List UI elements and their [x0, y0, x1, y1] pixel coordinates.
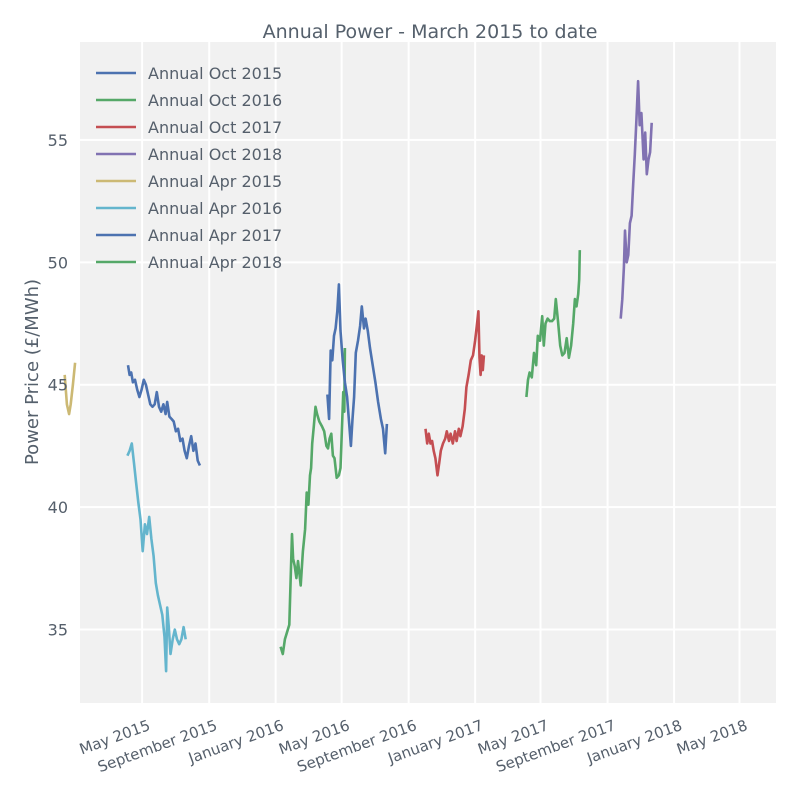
- legend-label: Annual Apr 2016: [148, 199, 282, 218]
- series-line-2: [279, 347, 347, 656]
- series-line-1: [126, 364, 202, 467]
- legend-label: Annual Oct 2016: [148, 91, 282, 110]
- grid-lines: [80, 42, 776, 703]
- series-lines: [63, 79, 653, 673]
- legend-label: Annual Apr 2018: [148, 253, 282, 272]
- x-tick-label: May 2018: [674, 716, 750, 758]
- y-tick-label: 50: [48, 253, 68, 272]
- legend: Annual Oct 2015 Annual Oct 2016 Annual Oct…: [96, 64, 282, 272]
- series-line-3: [424, 310, 486, 477]
- legend-label: Annual Apr 2015: [148, 172, 282, 191]
- y-axis-label: Power Price (£/MWh): [22, 279, 43, 465]
- y-tick-label: 45: [48, 376, 68, 395]
- y-tick-labels: 35 40 45 50 55: [48, 131, 68, 640]
- series-line-5: [63, 362, 77, 416]
- y-tick-label: 55: [48, 131, 68, 150]
- chart-title: Annual Power - March 2015 to date: [263, 21, 598, 43]
- y-tick-label: 40: [48, 498, 68, 517]
- legend-label: Annual Oct 2018: [148, 145, 282, 164]
- series-line-4: [619, 79, 653, 319]
- legend-label: Annual Oct 2017: [148, 118, 282, 137]
- series-line-8: [525, 250, 582, 398]
- series-line-7: [326, 283, 389, 455]
- series-line-6: [126, 442, 187, 673]
- legend-label: Annual Apr 2017: [148, 226, 282, 245]
- plot-background: [80, 42, 776, 703]
- y-tick-label: 35: [48, 621, 68, 640]
- legend-label: Annual Oct 2015: [148, 64, 282, 83]
